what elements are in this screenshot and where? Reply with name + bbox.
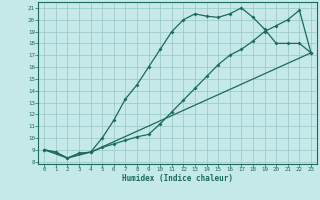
X-axis label: Humidex (Indice chaleur): Humidex (Indice chaleur) [122, 174, 233, 183]
